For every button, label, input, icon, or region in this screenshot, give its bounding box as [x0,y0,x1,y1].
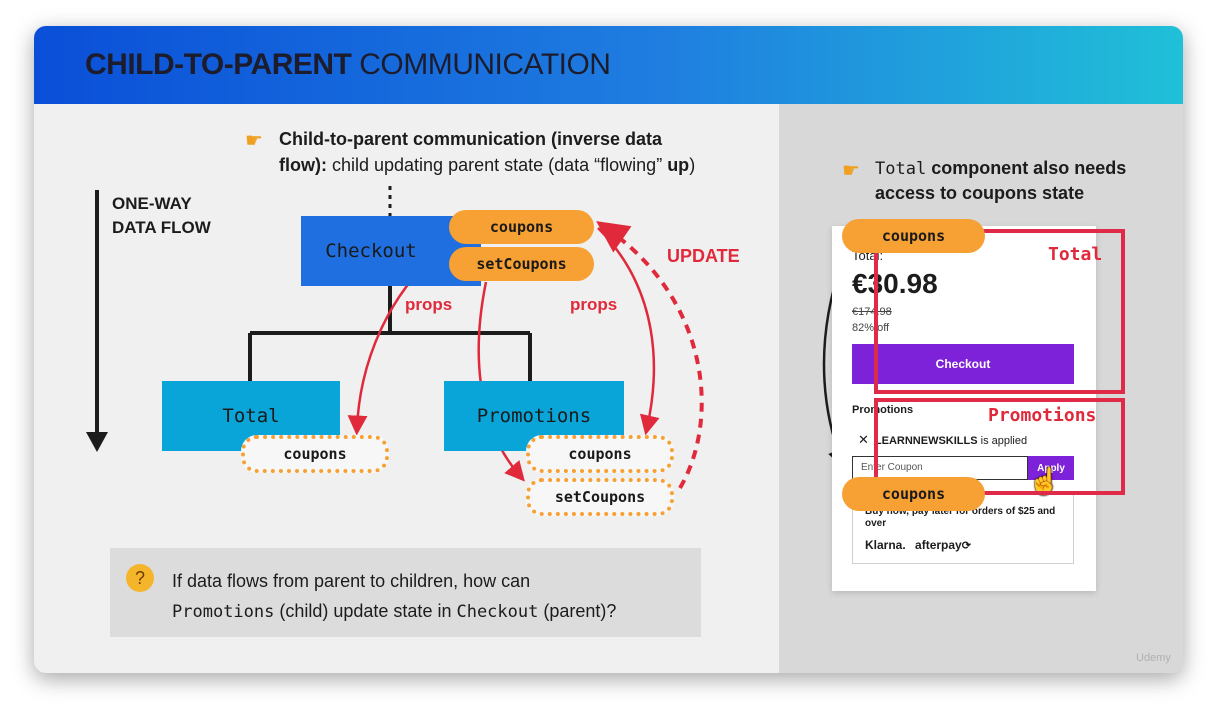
question-middle: (child) update state in [274,601,457,621]
thinking-face-icon: ? [126,564,154,592]
flow-label-line2: DATA FLOW [112,218,211,237]
question-checkout: Checkout [456,602,539,622]
title-bold: CHILD-TO-PARENT [85,48,352,81]
note-line2: access to coupons state [875,183,1085,203]
total-tag: Total [1048,244,1103,265]
main-point-line1: Child-to-parent communication (inverse d… [279,129,663,149]
note-total-code: Total [875,159,927,179]
promotions-setcoupons-prop: setCoupons [526,478,674,516]
card-coupons-pill-top: coupons [842,219,985,253]
card-promotions-heading: Promotions [852,404,914,416]
card-old-price: €174.98 [852,306,892,318]
checkout-coupons-pill: coupons [449,210,594,244]
question-promotions: Promotions [172,602,275,622]
question-line1: If data flows from parent to children, h… [172,571,531,591]
card-discount: 82% off [852,322,890,334]
main-point-end: ) [689,155,696,175]
header-bar: CHILD-TO-PARENT COMMUNICATION [34,26,1183,104]
coupon-placeholder: Enter Coupon [861,462,923,473]
question-box [110,548,701,637]
update-arrow [596,221,704,490]
checkout-setcoupons-pill: setCoupons [449,247,594,281]
flow-label-line1: ONE-WAY [112,194,192,213]
total-coupons-prop: coupons [241,435,389,473]
one-way-data-flow-label: ONE-WAY DATA FLOW [112,192,211,240]
total-highlight-frame [874,229,1125,394]
afterpay-logo: afterpay [915,538,962,552]
card-checkout-button[interactable]: Checkout [852,344,1074,384]
total-component-label: Total [222,405,280,427]
klarna-logo: Klarna. [865,538,906,552]
slide-title: CHILD-TO-PARENT COMMUNICATION [85,48,611,82]
apply-button[interactable]: Apply [1028,456,1074,480]
card-applied-coupon: ✕ LEARNNEWSKILLS is applied [858,432,1027,448]
card-coupons-pill-bottom: coupons [842,477,985,511]
afterpay-icon: ⟳ [961,540,971,552]
data-flow-arrowhead [86,432,108,452]
promotions-highlight-frame [874,398,1125,495]
pointing-hand-icon: ☛ [245,130,263,152]
note-line1: component also needs [926,158,1127,178]
note-hand-icon: ☛ [842,160,860,182]
tree-connector [248,286,532,381]
pay-later-text: Buy now, pay later for orders of $25 and… [865,506,1056,529]
update-label: UPDATE [667,246,740,266]
applied-code: LEARNNEWSKILLS [874,435,978,447]
promotions-tag: Promotions [988,405,1097,426]
main-point: Child-to-parent communication (inverse d… [279,126,779,178]
main-point-up: up [667,155,690,175]
payment-logos: Klarna. afterpay⟳ [865,538,971,552]
udemy-watermark: Udemy [1136,652,1171,664]
props-label-right: props [570,295,618,314]
title-rest: COMMUNICATION [359,48,611,81]
promotions-coupons-prop: coupons [526,435,674,473]
question-text: If data flows from parent to children, h… [172,566,692,627]
question-end: (parent)? [538,601,617,621]
checkout-component-label: Checkout [325,240,417,262]
main-point-middle: child updating parent state (data “flowi… [326,155,668,175]
remove-coupon-icon[interactable]: ✕ [858,432,869,447]
card-price: €30.98 [852,268,938,299]
right-note: Total component also needs access to cou… [875,156,1165,205]
main-point-flow: flow): [279,155,327,175]
promotions-component-label: Promotions [476,405,592,427]
props-label-left: props [405,295,453,314]
applied-suffix: is applied [977,435,1028,447]
